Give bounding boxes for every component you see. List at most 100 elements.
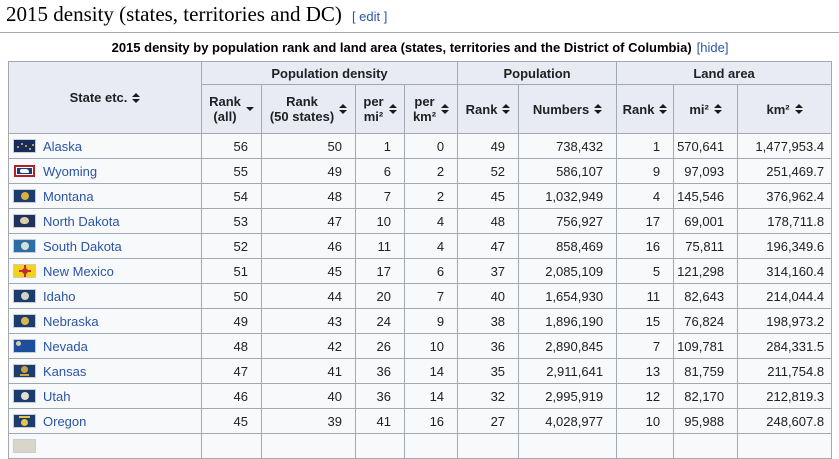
col-header-state-label: State etc.	[69, 90, 128, 105]
table-caption: 2015 density by population rank and land…	[8, 33, 833, 61]
sort-icon	[794, 104, 803, 114]
cell-per-km2: 4	[403, 233, 459, 259]
state-link[interactable]: New Mexico	[43, 263, 114, 279]
flag-emblem	[20, 169, 29, 173]
cell-pop-numbers: 4,028,977	[518, 408, 618, 434]
cell-area-km2	[737, 433, 833, 459]
col-header-state[interactable]: State etc.	[8, 61, 202, 134]
state-flag-icon[interactable]	[14, 290, 35, 302]
sort-icon	[713, 104, 722, 114]
col-header-pop-rank-label: Rank	[465, 101, 498, 117]
state-wrap: New Mexico	[9, 264, 201, 279]
state-link[interactable]: Montana	[43, 188, 94, 204]
state-link[interactable]: Kansas	[43, 363, 87, 379]
state-link[interactable]: Oregon	[43, 413, 87, 429]
cell-per-km2: 0	[403, 133, 459, 159]
cell-area-km2: 178,711.8	[737, 208, 833, 234]
cell-land-rank	[616, 433, 675, 459]
hide-link[interactable]: [hide]	[696, 40, 729, 55]
cell-pop-numbers: 586,107	[518, 158, 618, 184]
edit-link[interactable]: [ edit ]	[351, 9, 388, 24]
state-link[interactable]: Nevada	[43, 338, 88, 354]
col-header-pop-numbers-label: Numbers	[532, 101, 590, 117]
cell-state: Utah	[8, 383, 202, 409]
cell-land-rank: 11	[616, 283, 675, 309]
cell-per-mi2: 36	[355, 383, 405, 409]
col-header-per-km2[interactable]: per km²	[403, 84, 459, 134]
state-flag-icon[interactable]	[14, 440, 35, 452]
cell-rank-all: 55	[201, 158, 262, 184]
cell-per-mi2: 24	[355, 308, 405, 334]
section-heading: 2015 density (states, territories and DC…	[0, 0, 839, 33]
col-header-pop-numbers[interactable]: Numbers	[518, 84, 618, 134]
state-flag-icon[interactable]	[14, 265, 35, 277]
cell-per-km2: 10	[403, 333, 459, 359]
cell-rank-50: 41	[261, 358, 356, 384]
cell-land-rank: 5	[616, 258, 675, 284]
cell-state: Nevada	[8, 333, 202, 359]
sort-icon	[659, 104, 668, 114]
cell-area-km2: 314,160.4	[737, 258, 833, 284]
cell-per-km2: 4	[403, 208, 459, 234]
cell-land-rank: 10	[616, 408, 675, 434]
table-row: Kansas 47 41 36 14 35 2,911,641 13 81,75…	[8, 358, 833, 384]
cell-area-km2: 251,469.7	[737, 158, 833, 184]
flag-emblem	[20, 366, 29, 376]
cell-per-mi2: 10	[355, 208, 405, 234]
state-flag-icon[interactable]	[14, 165, 35, 177]
cell-land-rank: 1	[616, 133, 675, 159]
col-header-land-rank[interactable]: Rank	[616, 84, 675, 134]
cell-state: Alaska	[8, 133, 202, 159]
cell-area-mi2: 95,988	[673, 408, 739, 434]
cell-rank-50: 44	[261, 283, 356, 309]
cell-pop-rank: 48	[457, 208, 520, 234]
cell-rank-50	[261, 433, 356, 459]
flag-emblem	[17, 146, 19, 148]
state-wrap: North Dakota	[9, 214, 201, 229]
col-header-rank-all-label: Rank (all)	[209, 94, 241, 124]
state-link[interactable]: Nebraska	[43, 313, 99, 329]
cell-per-km2	[403, 433, 459, 459]
cell-area-km2: 1,477,953.4	[737, 133, 833, 159]
cell-per-km2: 16	[403, 408, 459, 434]
cell-per-mi2: 20	[355, 283, 405, 309]
state-flag-icon[interactable]	[14, 140, 35, 152]
state-flag-icon[interactable]	[14, 215, 35, 227]
state-link[interactable]: Wyoming	[43, 163, 98, 179]
cell-state: Oregon	[8, 408, 202, 434]
flag-emblem	[21, 317, 29, 325]
state-wrap: Nevada	[9, 339, 201, 354]
state-wrap: Idaho	[9, 289, 201, 304]
col-header-per-mi2[interactable]: per mi²	[355, 84, 405, 134]
state-link[interactable]: North Dakota	[43, 213, 120, 229]
col-header-rank-50[interactable]: Rank (50 states)	[261, 84, 356, 134]
cell-area-km2: 196,349.6	[737, 233, 833, 259]
cell-state: Idaho	[8, 283, 202, 309]
col-header-area-km2[interactable]: km²	[737, 84, 833, 134]
cell-rank-50: 48	[261, 183, 356, 209]
col-header-rank-all[interactable]: Rank (all)	[201, 84, 262, 134]
state-flag-icon[interactable]	[14, 390, 35, 402]
state-link[interactable]: Utah	[43, 388, 71, 404]
cell-per-mi2: 17	[355, 258, 405, 284]
col-header-area-mi2[interactable]: mi²	[673, 84, 739, 134]
state-flag-icon[interactable]	[14, 365, 35, 377]
cell-area-mi2: 81,759	[673, 358, 739, 384]
state-link[interactable]: Alaska	[43, 138, 83, 154]
state-flag-icon[interactable]	[14, 190, 35, 202]
state-flag-icon[interactable]	[14, 240, 35, 252]
state-flag-icon[interactable]	[14, 315, 35, 327]
col-header-per-km2-label: per km²	[412, 94, 437, 124]
state-wrap: Kansas	[9, 364, 201, 379]
state-link[interactable]: Idaho	[43, 288, 76, 304]
state-link[interactable]: South Dakota	[43, 238, 122, 254]
cell-land-rank: 16	[616, 233, 675, 259]
state-flag-icon[interactable]	[14, 340, 35, 352]
cell-per-mi2: 36	[355, 358, 405, 384]
state-flag-icon[interactable]	[14, 415, 35, 427]
cell-state: New Mexico	[8, 258, 202, 284]
flag-emblem	[20, 217, 29, 224]
col-header-pop-rank[interactable]: Rank	[457, 84, 520, 134]
cell-rank-all: 52	[201, 233, 262, 259]
cell-state	[8, 433, 202, 459]
